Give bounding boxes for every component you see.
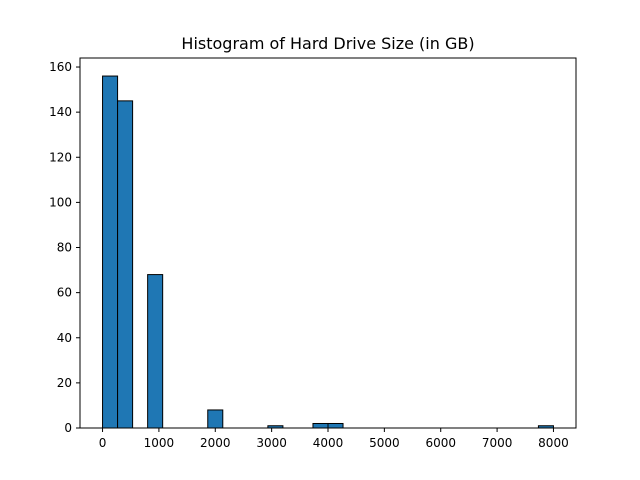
plot-area-frame [79,57,577,429]
y-tick-label-8: 160 [49,60,72,74]
y-tick-label-2: 40 [57,331,72,345]
x-tick-label-2: 2000 [200,436,231,450]
x-tick-label-3: 3000 [256,436,287,450]
y-tick-label-6: 120 [49,150,72,164]
y-tick-label-3: 60 [57,286,72,300]
x-axis-ticks: 0 1000 2000 3000 4000 5000 6000 7000 8000 [99,428,569,450]
x-tick-label-8: 8000 [538,436,569,450]
x-tick-label-0: 0 [99,436,107,450]
histogram-bar-0 [102,75,119,429]
y-tick-label-7: 140 [49,105,72,119]
x-tick-label-7: 7000 [482,436,513,450]
histogram-bar-3 [207,409,224,429]
y-tick-label-0: 0 [64,421,72,435]
y-tick-label-5: 100 [49,195,72,209]
histogram-bar-6 [327,422,344,429]
histogram-bar-2 [147,274,164,429]
bars-layer [102,75,554,429]
y-axis-ticks: 0 20 40 60 80 100 120 140 160 [49,60,80,435]
x-tick-label-5: 5000 [369,436,400,450]
y-tick-label-4: 80 [57,241,72,255]
x-tick-label-1: 1000 [144,436,175,450]
y-tick-label-1: 20 [57,376,72,390]
chart-title: Histogram of Hard Drive Size (in GB) [181,34,474,53]
histogram-bar-1 [117,100,134,429]
x-tick-label-4: 4000 [313,436,344,450]
x-tick-label-6: 6000 [425,436,456,450]
histogram-bar-5 [312,422,329,429]
